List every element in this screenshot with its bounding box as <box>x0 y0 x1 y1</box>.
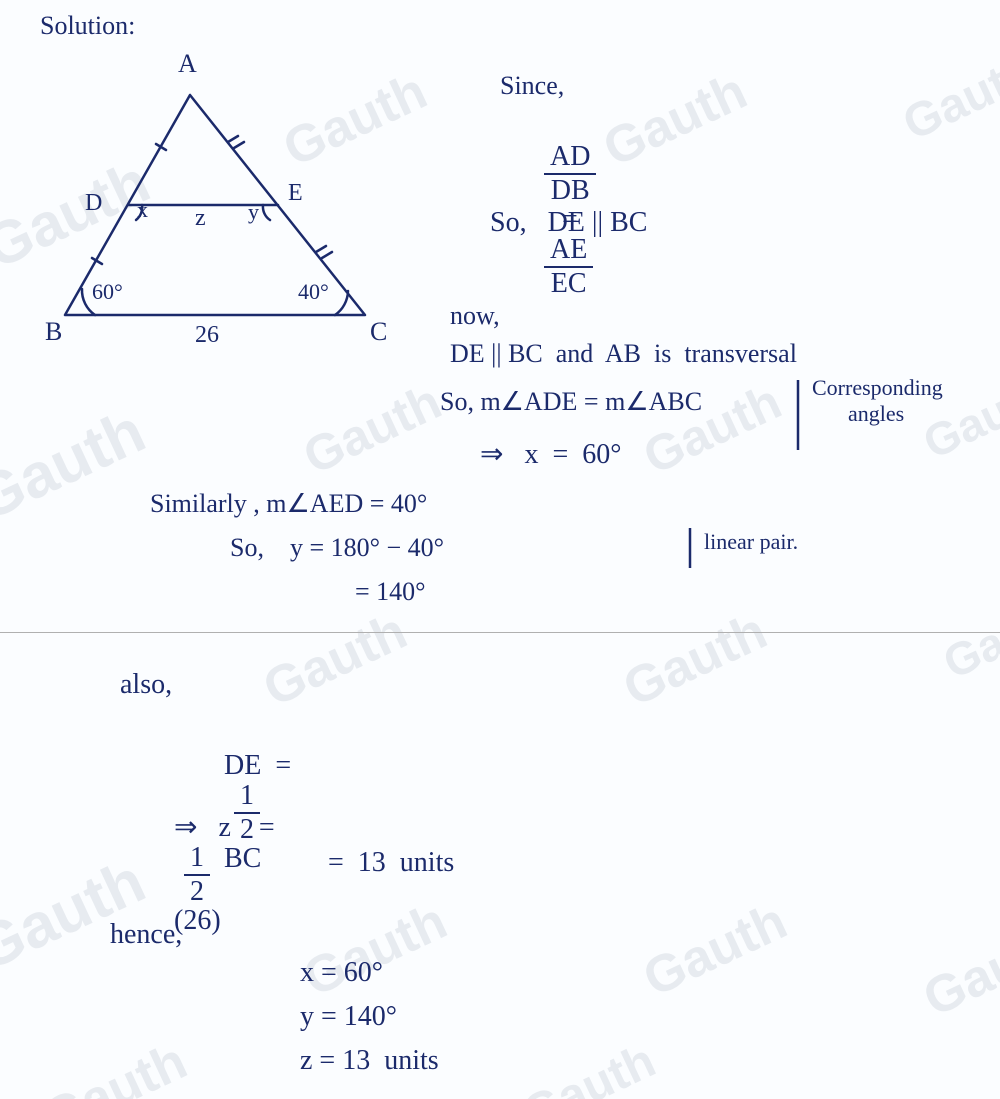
angle-y: y <box>248 200 259 224</box>
vertex-C: C <box>370 318 387 347</box>
text-also: also, <box>120 670 172 701</box>
triangle-diagram <box>20 40 420 360</box>
solution-label: Solution: <box>40 12 135 41</box>
watermark: Gauth <box>34 1031 196 1099</box>
angle-B: 60° <box>92 280 123 304</box>
watermark: Gauth <box>634 891 796 1009</box>
text-hence: hence, <box>110 920 182 951</box>
text-x-eq: ⇒ x = 60° <box>480 440 621 471</box>
vertex-A: A <box>178 50 197 79</box>
angle-C: 40° <box>298 280 329 304</box>
side-z: z <box>195 205 206 231</box>
text-ade-abc: So, m∠ADE = m∠ABC <box>440 388 702 417</box>
watermark: Gauth <box>935 584 1000 689</box>
brace-icon-2 <box>680 528 700 568</box>
text-now: now, <box>450 302 500 331</box>
text-so-y: So, y = 180° − 40° <box>230 534 444 563</box>
watermark: Gauth <box>895 43 1000 151</box>
watermark: Gauth <box>0 395 156 535</box>
text-since: Since, <box>500 72 564 101</box>
final-x: x = 60° <box>300 958 383 989</box>
vertex-B: B <box>45 318 62 347</box>
watermark: Gauth <box>515 1033 664 1099</box>
watermark: Gauth <box>614 601 776 719</box>
vertex-D: D <box>85 190 102 216</box>
text-similarly: Similarly , m∠AED = 40° <box>150 490 427 519</box>
text-y-result: = 140° <box>355 578 426 607</box>
watermark: Gauth <box>914 911 1000 1029</box>
final-z: z = 13 units <box>300 1046 439 1077</box>
text-linear-pair: linear pair. <box>704 530 798 554</box>
page-rule <box>0 632 1000 633</box>
text-transversal: DE || BC and AB is transversal <box>450 340 797 369</box>
final-y: y = 140° <box>300 1002 397 1033</box>
text-corresponding: Corresponding <box>812 376 943 400</box>
ratio-equation: ADDB = AEEC <box>530 112 596 298</box>
watermark: Gauth <box>594 61 756 179</box>
angle-x: x <box>137 198 148 222</box>
brace-icon <box>788 380 808 450</box>
side-BC: 26 <box>195 322 219 348</box>
text-z-result: = 13 units <box>328 848 454 879</box>
eq-z-half-26: ⇒ z = 12 (26) <box>160 782 275 936</box>
watermark: Gauth <box>0 845 156 985</box>
vertex-E: E <box>288 180 303 206</box>
watermark: Gauth <box>294 891 456 1009</box>
watermark: Gauth <box>295 372 450 486</box>
watermark: Gauth <box>254 601 416 719</box>
text-so-parallel: So, DE || BC <box>490 208 647 239</box>
text-angles: angles <box>848 402 904 426</box>
